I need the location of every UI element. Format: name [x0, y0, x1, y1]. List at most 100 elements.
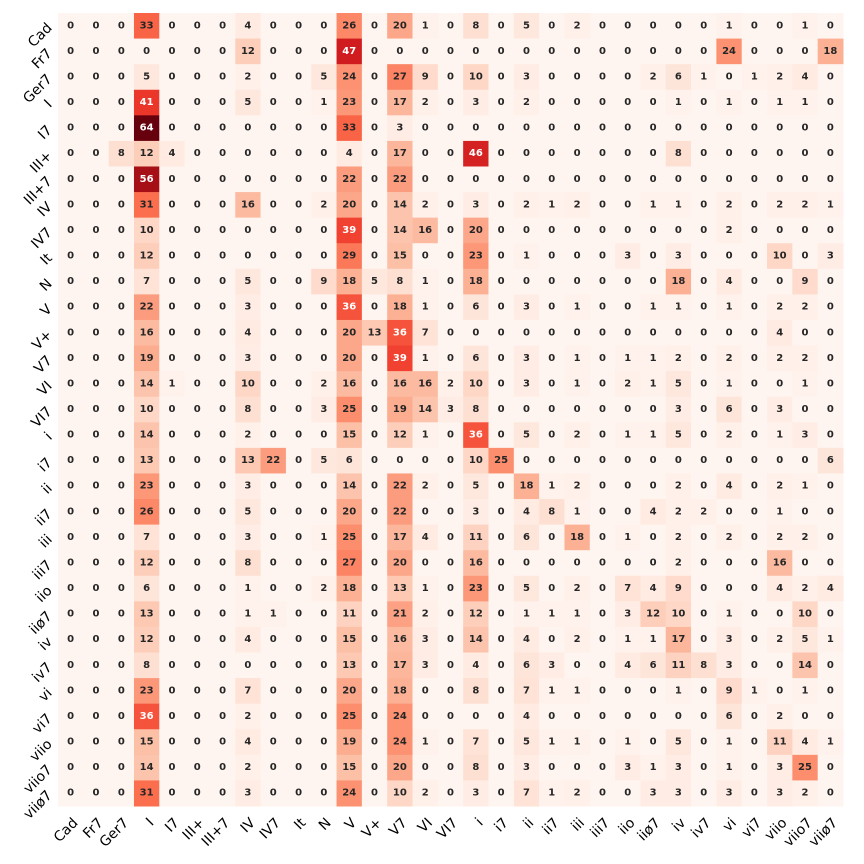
- heatmap-cell: [311, 447, 338, 474]
- heatmap-cell: [285, 192, 312, 219]
- cell-value-label: 3: [472, 788, 479, 799]
- cell-value-label: 8: [700, 660, 707, 671]
- cell-value-label: 0: [776, 148, 783, 159]
- cell-value-label: 0: [599, 148, 606, 159]
- heatmap-cell: [361, 192, 388, 219]
- heatmap-cell: [209, 319, 236, 347]
- heatmap-cell: [767, 473, 793, 500]
- cell-value-label: 0: [92, 788, 99, 799]
- heatmap-cell: [463, 13, 489, 40]
- cell-value-label: 22: [393, 506, 407, 517]
- cell-value-label: 0: [118, 430, 125, 441]
- cell-value-label: 0: [827, 378, 834, 389]
- cell-value-label: 2: [320, 199, 327, 210]
- heatmap-cell: [108, 601, 135, 628]
- heatmap-cell: [235, 294, 262, 321]
- cell-value-label: 0: [118, 737, 125, 748]
- heatmap-cell: [336, 294, 363, 321]
- heatmap-cell: [83, 166, 110, 193]
- heatmap-cell: [260, 499, 287, 526]
- heatmap-cell: [58, 345, 84, 372]
- cell-value-label: 0: [244, 225, 251, 236]
- cell-value-label: 0: [396, 455, 403, 466]
- cell-value-label: 3: [244, 353, 251, 364]
- cell-value-label: 1: [574, 353, 581, 364]
- heatmap-cell: [691, 89, 717, 116]
- cell-value-label: 0: [498, 685, 505, 696]
- heatmap-cell: [488, 678, 515, 705]
- heatmap-cell: [564, 422, 591, 449]
- cell-value-label: 0: [700, 711, 707, 722]
- cell-value-label: 0: [751, 378, 758, 389]
- cell-value-label: 18: [469, 276, 483, 287]
- heatmap-cell: [209, 447, 236, 474]
- heatmap-cell: [285, 780, 312, 807]
- heatmap-cell: [285, 447, 312, 474]
- cell-value-label: 0: [92, 276, 99, 287]
- cell-value-label: 20: [393, 557, 407, 568]
- cell-value-label: 2: [726, 353, 733, 364]
- heatmap-cell: [564, 729, 591, 756]
- cell-value-label: 0: [295, 404, 302, 415]
- heatmap-cell: [665, 243, 692, 270]
- cell-value-label: 0: [270, 660, 277, 671]
- cell-value-label: 0: [118, 327, 125, 338]
- cell-value-label: 1: [523, 609, 530, 620]
- heatmap-cell: [437, 396, 464, 423]
- heatmap-cell: [285, 89, 312, 116]
- cell-value-label: 0: [295, 302, 302, 313]
- cell-value-label: 0: [827, 557, 834, 568]
- cell-value-label: 0: [270, 557, 277, 568]
- cell-value-label: 0: [295, 506, 302, 517]
- heatmap-cell: [336, 345, 363, 372]
- cell-value-label: 4: [802, 737, 809, 748]
- heatmap-cell: [387, 780, 414, 807]
- heatmap-cell: [539, 499, 565, 526]
- heatmap-cell: [437, 243, 464, 270]
- cell-value-label: 2: [574, 788, 581, 799]
- heatmap-cell: [412, 652, 439, 679]
- y-tick-label: III+: [27, 148, 55, 176]
- heatmap-cell: [412, 166, 439, 193]
- cell-value-label: 13: [241, 455, 255, 466]
- cell-value-label: 0: [523, 174, 530, 185]
- heatmap-cell: [159, 499, 186, 526]
- cell-value-label: 1: [751, 71, 758, 82]
- cell-value-label: 39: [393, 353, 407, 364]
- heatmap-cell: [184, 601, 211, 628]
- cell-value-label: 0: [92, 430, 99, 441]
- heatmap-cell: [133, 422, 160, 449]
- heatmap-cell: [285, 626, 312, 654]
- heatmap-cell: [817, 38, 844, 65]
- cell-value-label: 0: [700, 327, 707, 338]
- cell-value-label: 0: [624, 788, 631, 799]
- cell-value-label: 3: [802, 430, 809, 441]
- heatmap-cell: [412, 575, 439, 602]
- heatmap-cell: [539, 319, 565, 347]
- cell-value-label: 2: [574, 20, 581, 31]
- cell-value-label: 0: [574, 71, 581, 82]
- cell-value-label: 0: [118, 711, 125, 722]
- cell-value-label: 0: [295, 532, 302, 543]
- heatmap-cell: [463, 601, 489, 628]
- cell-value-label: 1: [422, 276, 429, 287]
- heatmap-cell: [665, 575, 692, 602]
- heatmap-cell: [58, 524, 84, 551]
- cell-value-label: 3: [472, 506, 479, 517]
- cell-value-label: 0: [168, 251, 175, 262]
- heatmap-cell: [133, 192, 160, 219]
- cell-value-label: 0: [599, 481, 606, 492]
- cell-value-label: 0: [498, 532, 505, 543]
- heatmap-cell: [361, 447, 388, 474]
- heatmap-cell: [817, 780, 844, 807]
- x-tick-label: I: [143, 815, 157, 829]
- cell-value-label: 0: [92, 225, 99, 236]
- cell-value-label: 0: [498, 583, 505, 594]
- cell-value-label: 1: [650, 634, 657, 645]
- cell-value-label: 5: [523, 430, 530, 441]
- cell-value-label: 2: [675, 353, 682, 364]
- heatmap-cell: [792, 13, 819, 40]
- cell-value-label: 0: [574, 711, 581, 722]
- heatmap-cell: [209, 703, 236, 730]
- heatmap-cell: [235, 575, 262, 602]
